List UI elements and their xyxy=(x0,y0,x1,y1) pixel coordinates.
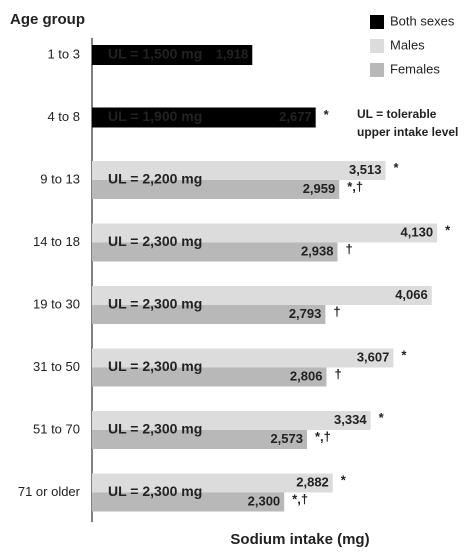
ul-label: UL = 2,300 mg xyxy=(108,296,202,312)
bar xyxy=(92,367,327,387)
annotation: UL = tolerable xyxy=(357,107,437,121)
ul-label: UL = 2,300 mg xyxy=(108,233,202,249)
ul-label: UL = 2,300 mg xyxy=(108,421,202,437)
value-label: 4,066 xyxy=(395,287,428,302)
significance-marker: * xyxy=(341,472,347,487)
significance-marker: *,† xyxy=(315,429,331,444)
significance-marker: * xyxy=(324,107,330,122)
legend-label: Both sexes xyxy=(390,13,455,28)
legend-label: Males xyxy=(390,37,425,52)
y-tick-label: 9 to 13 xyxy=(40,171,80,186)
significance-marker: * xyxy=(401,347,407,362)
value-label: 4,130 xyxy=(401,224,434,239)
value-label: 2,793 xyxy=(289,306,322,321)
bar xyxy=(92,161,386,180)
y-tick-label: 14 to 18 xyxy=(33,234,80,249)
significance-marker: † xyxy=(333,304,340,319)
y-tick-label: 51 to 70 xyxy=(33,421,80,436)
significance-marker: † xyxy=(345,241,352,256)
value-label: 2,806 xyxy=(290,368,323,383)
x-axis-title: Sodium intake (mg) xyxy=(230,531,369,548)
bar xyxy=(92,473,333,493)
value-label: 2,573 xyxy=(270,431,303,446)
bar xyxy=(92,223,438,243)
bar xyxy=(92,492,285,512)
bar xyxy=(92,180,340,199)
bar xyxy=(92,348,394,368)
bar xyxy=(92,107,316,128)
bar xyxy=(92,45,253,65)
ul-label: UL = 2,300 mg xyxy=(108,483,202,499)
bar xyxy=(92,242,338,262)
significance-marker: * xyxy=(379,410,385,425)
y-tick-label: 19 to 30 xyxy=(33,296,80,311)
bar xyxy=(92,286,432,305)
significance-marker: * xyxy=(445,222,451,237)
significance-marker: *,† xyxy=(347,179,363,194)
legend-swatch xyxy=(370,63,384,77)
legend-swatch xyxy=(370,15,384,29)
value-label: 2,300 xyxy=(248,493,281,508)
legend-label: Females xyxy=(390,61,440,76)
value-label: 3,334 xyxy=(334,412,367,427)
legend-swatch xyxy=(370,39,384,53)
ul-label: UL = 2,200 mg xyxy=(108,171,202,187)
value-label: 2,959 xyxy=(303,181,336,196)
ul-label: UL = 1,900 mg xyxy=(108,108,202,124)
y-axis-title: Age group xyxy=(10,11,85,28)
ul-label: UL = 1,500 mg xyxy=(108,46,202,62)
annotation: upper intake level xyxy=(357,125,458,139)
y-tick-label: 1 to 3 xyxy=(47,46,80,61)
bar xyxy=(92,305,326,324)
value-label: 2,882 xyxy=(296,474,329,489)
value-label: 3,607 xyxy=(357,349,390,364)
y-tick-label: 71 or older xyxy=(18,484,81,499)
significance-marker: † xyxy=(334,366,341,381)
bar xyxy=(92,411,371,430)
value-label: 2,677 xyxy=(279,109,312,124)
ul-label: UL = 2,300 mg xyxy=(108,358,202,374)
significance-marker: *,† xyxy=(292,491,308,506)
value-label: 3,513 xyxy=(349,162,382,177)
y-tick-label: 4 to 8 xyxy=(47,109,80,124)
significance-marker: * xyxy=(394,160,400,175)
y-tick-label: 31 to 50 xyxy=(33,359,80,374)
value-label: 1,918 xyxy=(216,46,249,61)
bar xyxy=(92,430,307,449)
value-label: 2,938 xyxy=(301,243,334,258)
